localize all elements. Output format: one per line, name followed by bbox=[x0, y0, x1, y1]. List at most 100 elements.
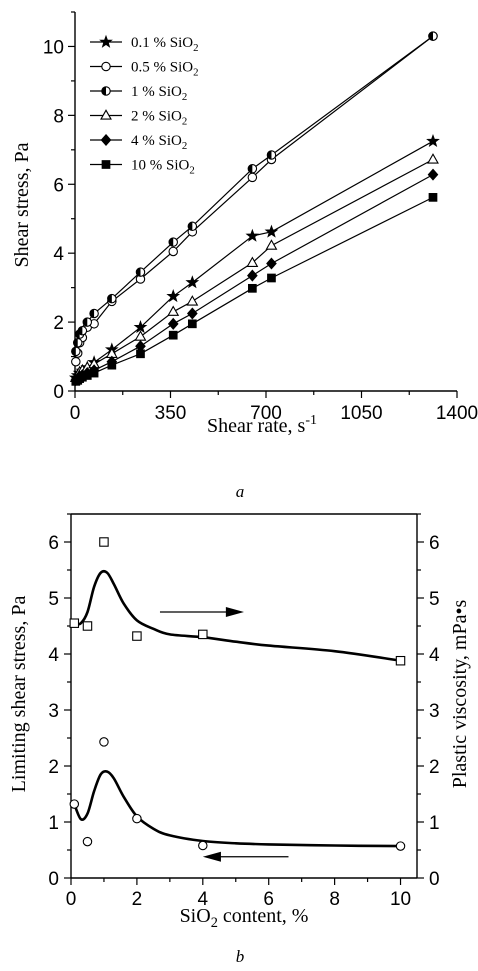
chart-b-left-axis-label: Limiting shear stress, Pa bbox=[8, 596, 30, 793]
chart-a-y-axis-label: Shear stress, Pa bbox=[11, 142, 33, 267]
chart-a-data-point bbox=[89, 368, 99, 378]
legend-marker bbox=[101, 61, 111, 72]
chart-b-left-tick-label: 1 bbox=[48, 813, 59, 834]
legend-marker bbox=[101, 160, 111, 169]
chart-b-right-tick-label: 4 bbox=[429, 645, 440, 666]
legend-label-main: 1 % SiO bbox=[131, 84, 182, 100]
chart-a-data-point bbox=[185, 275, 200, 289]
chart-b-left-tick-label: 4 bbox=[48, 645, 59, 666]
chart-b-right-tick-label: 0 bbox=[429, 869, 440, 890]
chart-b-right-axis-label: Plastic viscosity, mPa•s bbox=[449, 600, 471, 789]
legend-marker bbox=[101, 86, 111, 96]
chart-b-data-point bbox=[395, 841, 406, 851]
chart-a-data-point bbox=[107, 293, 117, 304]
chart-b-data-point bbox=[99, 737, 109, 747]
chart-a-data-point bbox=[166, 289, 181, 303]
chart-a-data-point bbox=[267, 273, 276, 283]
chart-a-y-tick-label: 2 bbox=[53, 313, 64, 334]
legend-marker bbox=[99, 34, 113, 48]
chart-b-right-tick-label: 5 bbox=[429, 589, 440, 610]
chart-a-x-tick-label: 1050 bbox=[340, 403, 382, 424]
chart-a-y-tick-label: 0 bbox=[53, 382, 64, 403]
chart-a-data-point bbox=[428, 193, 438, 202]
marker-fill bbox=[136, 267, 141, 277]
legend-label-main: 0.1 % SiO bbox=[131, 35, 193, 51]
chart-a-data-point bbox=[168, 237, 178, 247]
chart-a-data-point bbox=[266, 150, 277, 160]
chart-a-data-point bbox=[187, 221, 198, 232]
chart-b-right-tick-label: 6 bbox=[429, 533, 440, 554]
marker-fill bbox=[188, 222, 193, 231]
chart-b-right-tick-label: 3 bbox=[429, 701, 440, 722]
chart-a-data-point bbox=[186, 295, 199, 306]
chart-b-data-point bbox=[132, 813, 142, 824]
chart-a-data-point bbox=[428, 31, 438, 41]
chart-a-data-point bbox=[134, 330, 147, 341]
arrow-head bbox=[202, 851, 221, 862]
chart-a-data-point bbox=[246, 256, 259, 267]
chart-a-data-point bbox=[72, 338, 83, 348]
legend-label: 1 % SiO2 bbox=[131, 84, 187, 103]
marker-fill bbox=[83, 317, 88, 327]
chart-b-left-tick-label: 2 bbox=[48, 757, 59, 778]
chart-a-data-point bbox=[168, 330, 178, 340]
chart-b-left-tick-label: 0 bbox=[48, 869, 59, 890]
marker-fill bbox=[89, 309, 95, 318]
chart-b-x-tick-label: 0 bbox=[66, 889, 77, 910]
chart-a-series-line bbox=[75, 158, 434, 379]
chart-a-data-point bbox=[135, 267, 146, 277]
chart-b-series-0 bbox=[69, 737, 406, 851]
chart-a-series-1 bbox=[71, 31, 438, 367]
chart-a-data-point bbox=[167, 317, 179, 330]
chart-a-data-point bbox=[133, 320, 148, 334]
marker-fill bbox=[267, 150, 272, 160]
chart-b-data-point bbox=[198, 629, 208, 640]
chart-a-data-point bbox=[168, 246, 178, 257]
chart-a-data-point bbox=[136, 349, 145, 359]
chart-b-x-axis-label-part: content, % bbox=[218, 905, 309, 927]
marker-fill bbox=[428, 31, 433, 41]
legend-label: 10 % SiO2 bbox=[131, 158, 195, 177]
superscript: -1 bbox=[305, 413, 317, 428]
legend-label-main: 4 % SiO bbox=[131, 133, 182, 149]
marker-fill bbox=[78, 326, 83, 335]
chart-a-data-point bbox=[427, 168, 439, 181]
chart-a-data-point bbox=[82, 317, 93, 327]
chart-b-data-point bbox=[395, 655, 406, 666]
chart-b-data-point bbox=[69, 799, 80, 809]
chart-b-x-tick-label: 8 bbox=[329, 889, 340, 910]
chart-b-x-tick-label: 2 bbox=[132, 889, 143, 910]
legend-label-main: 2 % SiO bbox=[131, 109, 182, 125]
chart-a-y-tick-label: 10 bbox=[43, 37, 64, 58]
chart-a-data-point bbox=[266, 257, 277, 270]
legend-marker bbox=[100, 109, 112, 120]
chart-b-data-point bbox=[198, 840, 208, 851]
chart-a-data-point bbox=[187, 319, 197, 329]
marker-fill bbox=[107, 294, 112, 303]
marker-fill bbox=[169, 237, 174, 247]
chart-a-data-point bbox=[247, 269, 258, 282]
left-axis-arrow bbox=[202, 851, 289, 862]
legend-label-sub: 2 bbox=[182, 140, 187, 152]
chart-b-left-tick-label: 5 bbox=[48, 589, 59, 610]
chart-a-data-point bbox=[71, 356, 81, 367]
legend-label-sub: 2 bbox=[182, 91, 187, 103]
chart-b-fit-curve bbox=[73, 569, 401, 662]
chart-a-data-point bbox=[71, 346, 81, 357]
chart-a-data-point bbox=[186, 307, 198, 320]
chart-a-data-point bbox=[265, 239, 278, 250]
chart-a-caption: a bbox=[236, 482, 245, 501]
chart-a-y-tick-label: 4 bbox=[53, 244, 64, 265]
marker-fill bbox=[101, 86, 106, 96]
legend-label-sub: 2 bbox=[193, 67, 198, 79]
chart-b-x-tick-label: 10 bbox=[390, 889, 411, 910]
chart-a-series-line bbox=[75, 35, 434, 352]
chart-a-data-point bbox=[427, 153, 439, 164]
chart-a: 0 350 700 1050 1400 0 2 4 6 8 10 Shear rate, s-1 She… bbox=[11, 11, 478, 501]
marker-fill bbox=[248, 164, 253, 173]
chart-b-data-point bbox=[82, 836, 93, 847]
legend-label: 2 % SiO2 bbox=[131, 109, 187, 128]
chart-b-right-tick-label: 2 bbox=[429, 757, 440, 778]
